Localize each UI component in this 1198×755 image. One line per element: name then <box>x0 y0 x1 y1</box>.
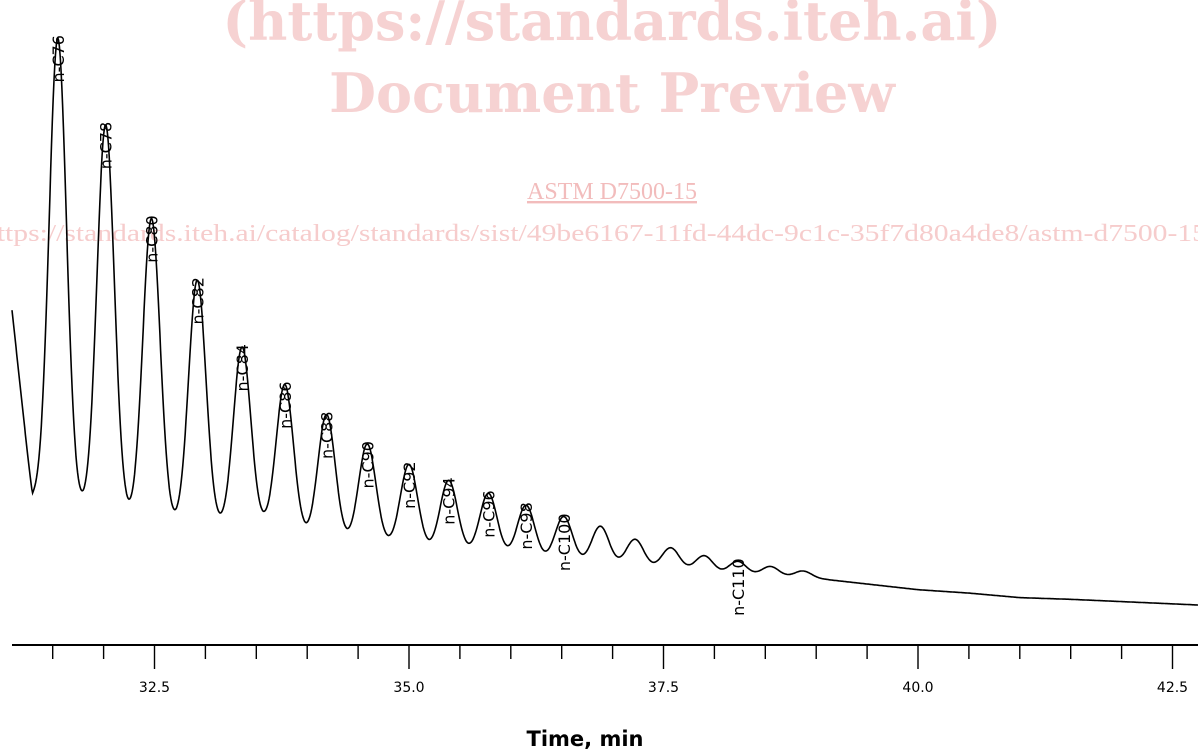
x-tick-label: 40.0 <box>902 680 933 696</box>
peak-label: n-C80 <box>143 215 162 262</box>
peak-label: n-C82 <box>188 277 207 324</box>
watermark-line2: Document Preview <box>329 61 896 125</box>
x-tick-label: 42.5 <box>1157 680 1188 696</box>
x-axis-ticks: 32.5 35.0 37.5 40.0 42.5 <box>52 645 1188 696</box>
watermark: (https://standards.iteh.ai) Document Pre… <box>0 0 1198 247</box>
plot-area: n-C76 n-C78 n-C80 n-C82 n-C84 n-C86 n-C88 n-C90… <box>11 35 1198 616</box>
peak-label: n-C92 <box>400 461 419 508</box>
x-axis: 32.5 35.0 37.5 40.0 42.5 Time, min <box>12 644 1198 751</box>
peak-label: n-C76 <box>49 35 68 82</box>
x-axis-title: Time, min <box>527 727 644 751</box>
peak-label: n-C98 <box>517 502 536 549</box>
watermark-link: ASTM D7500-15 <box>527 179 697 205</box>
peak-label: n-C78 <box>97 122 116 169</box>
peak-label: n-C100 <box>555 514 574 572</box>
peak-label: n-C96 <box>479 490 498 537</box>
peak-label: n-C94 <box>440 477 459 524</box>
x-tick-label: 32.5 <box>139 680 170 696</box>
watermark-line1: (https://standards.iteh.ai) <box>223 0 1002 53</box>
peak-label: n-C88 <box>318 412 337 459</box>
peak-label: n-C90 <box>358 441 377 488</box>
watermark-url: https://standards.iteh.ai/catalog/standa… <box>0 221 1198 247</box>
series-line <box>11 35 1198 606</box>
x-tick-label: 35.0 <box>393 680 424 696</box>
peak-label: n-C86 <box>276 381 295 428</box>
peak-label: n-C84 <box>233 344 252 391</box>
x-tick-label: 37.5 <box>648 680 679 696</box>
peak-label: n-C110 <box>729 558 748 616</box>
